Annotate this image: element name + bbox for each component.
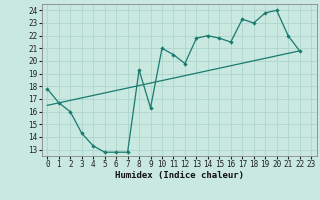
X-axis label: Humidex (Indice chaleur): Humidex (Indice chaleur) [115, 171, 244, 180]
